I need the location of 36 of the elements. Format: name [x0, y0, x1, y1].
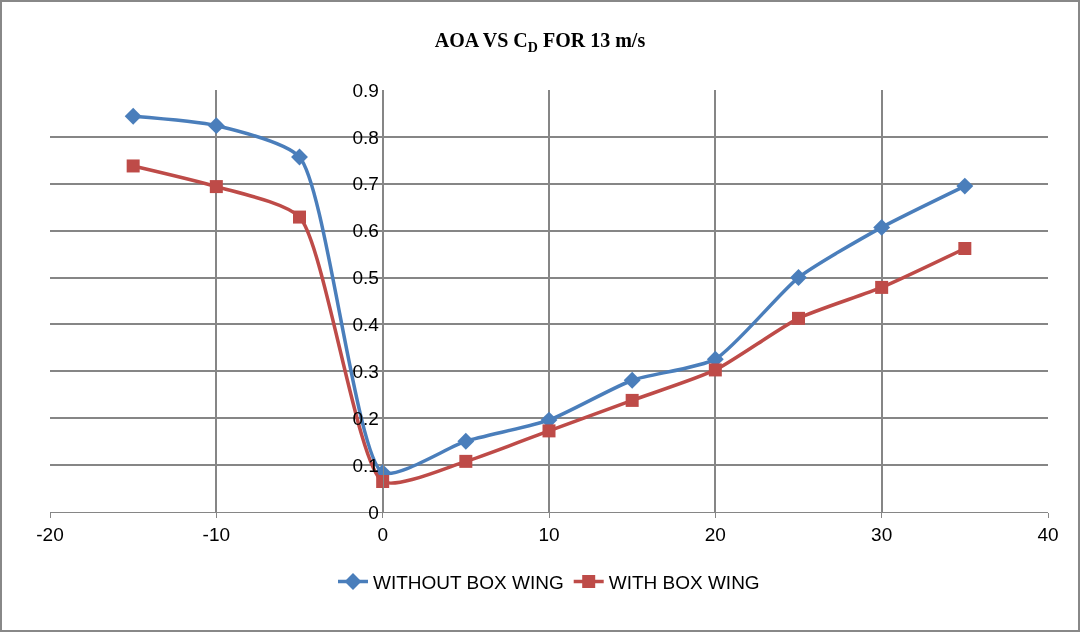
- y-tick-label: 0: [368, 501, 379, 523]
- point: [708, 363, 722, 377]
- point: [625, 393, 639, 407]
- point: [875, 280, 889, 294]
- point: [291, 148, 308, 166]
- point: [958, 241, 972, 255]
- point: [623, 371, 641, 389]
- y-tick-label: 0.7: [352, 173, 379, 195]
- point: [956, 177, 974, 195]
- y-tick-label: 0.3: [352, 360, 379, 382]
- point: [873, 218, 891, 236]
- chart-title: AOA VS C$_{D}$ FOR 13 m/s: [434, 29, 646, 55]
- point: [293, 210, 306, 224]
- point: [126, 159, 140, 173]
- point: [207, 117, 225, 135]
- legend-label: WITH BOX WING: [608, 571, 760, 593]
- y-tick-label: 0.6: [352, 220, 379, 242]
- point: [542, 424, 556, 438]
- x-tick-label: 30: [871, 523, 893, 545]
- y-tick-label: 0.8: [352, 126, 379, 148]
- x-tick-label: 10: [538, 523, 560, 545]
- point: [790, 269, 807, 287]
- legend-label: WITHOUT BOX WING: [373, 571, 564, 593]
- point: [459, 454, 473, 468]
- y-tick-label: 0.5: [352, 267, 379, 289]
- point: [792, 311, 805, 325]
- point: [124, 107, 142, 125]
- x-tick-label: 40: [1037, 523, 1059, 545]
- x-tick-label: 20: [704, 523, 726, 545]
- x-tick-label: -10: [202, 523, 231, 545]
- point: [457, 432, 475, 450]
- y-tick-label: 0.9: [352, 79, 379, 101]
- y-tick-label: 0.4: [352, 314, 380, 336]
- x-tick-label: -20: [36, 523, 64, 545]
- point: [209, 180, 223, 194]
- point: [376, 475, 390, 489]
